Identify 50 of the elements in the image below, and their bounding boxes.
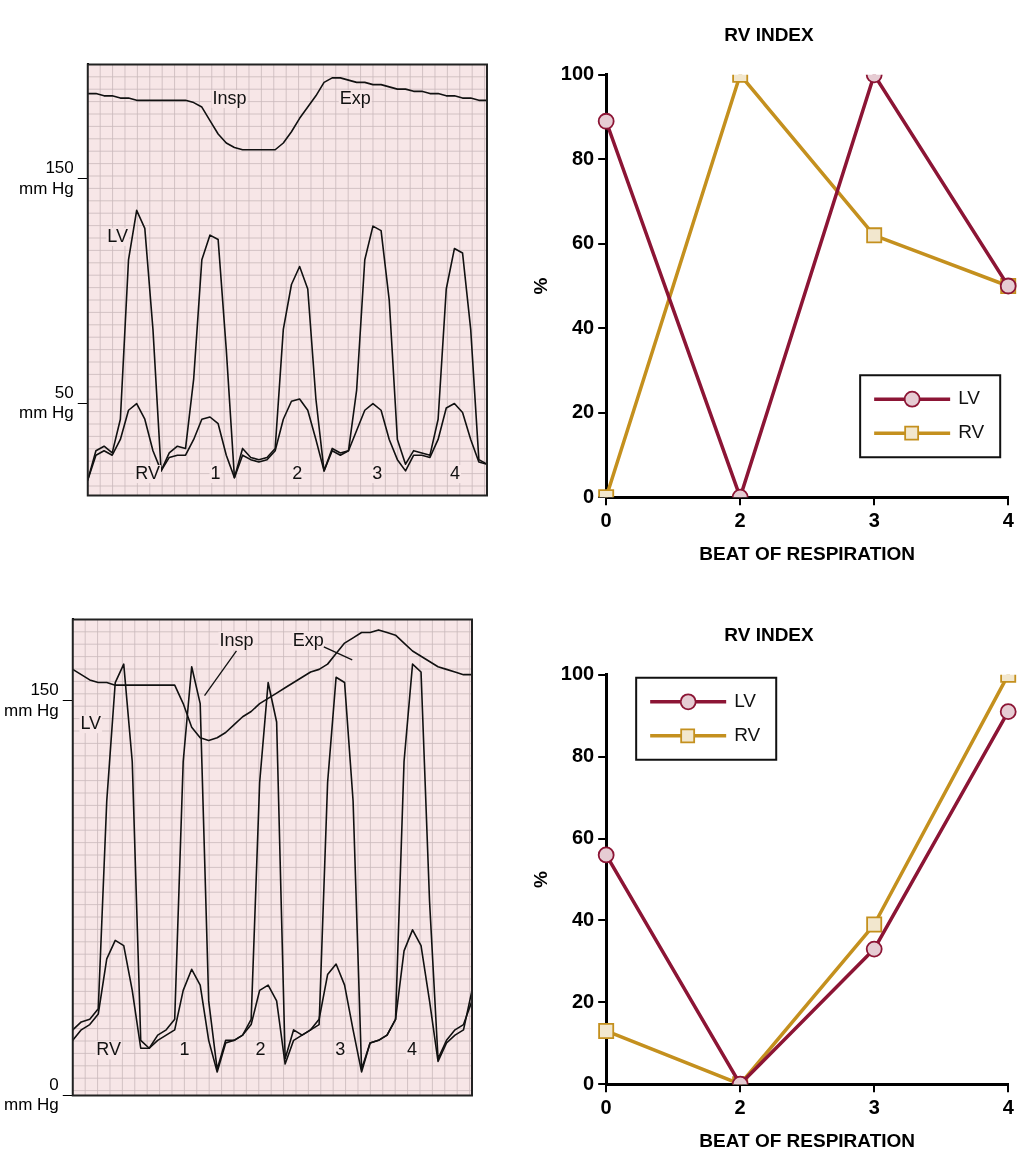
y-tick-label: 100 [560, 62, 595, 85]
y-tick-label: 100 [560, 662, 595, 685]
y-tick-label: 40 [571, 315, 595, 338]
legend-label: LV [958, 387, 981, 409]
y-tick-label: 0 [583, 484, 595, 507]
y-tick-label: 20 [571, 989, 595, 1012]
annotation: 1 [210, 463, 221, 484]
y-tick-label: 50 mm Hg [19, 383, 74, 423]
y-tick-label: 80 [571, 146, 595, 169]
annotation: 3 [372, 463, 383, 484]
y-tick-label: 0 mm Hg [4, 1075, 59, 1115]
annotation: RV [96, 1039, 122, 1060]
annotation: 2 [255, 1039, 266, 1060]
annotation: Insp [219, 629, 254, 650]
annotation: LV [80, 713, 102, 734]
annotation: 3 [335, 1039, 346, 1060]
annotation: 2 [292, 463, 303, 484]
y-tick-label: 150 mm Hg [19, 158, 74, 198]
chart-title: RV INDEX [724, 623, 815, 645]
y-tick-label: 80 [571, 744, 595, 767]
y-tick-label: 20 [571, 400, 595, 423]
legend-label: LV [734, 690, 757, 712]
x-tick-label: 0 [600, 508, 612, 531]
x-tick-label: 0 [600, 1095, 612, 1118]
y-tick-label: 60 [571, 231, 595, 254]
annotation: 1 [179, 1039, 190, 1060]
annotation: 4 [450, 463, 461, 484]
y-tick-label: 60 [571, 826, 595, 849]
legend-label: RV [734, 724, 761, 746]
x-tick-label: 3 [868, 508, 880, 531]
x-tick-label: 4 [1002, 508, 1015, 531]
y-axis-title: % [529, 870, 551, 888]
x-axis-title: BEAT OF RESPIRATION [699, 542, 916, 564]
y-tick-label: 40 [571, 907, 595, 930]
x-tick-label: 2 [734, 508, 746, 531]
x-tick-label: 3 [868, 1095, 880, 1118]
x-tick-label: 4 [1002, 1095, 1015, 1118]
y-tick-label: 150 mm Hg [4, 680, 59, 720]
annotation: Exp [292, 629, 324, 650]
x-axis-title: BEAT OF RESPIRATION [699, 1129, 916, 1151]
annotation: 4 [407, 1039, 418, 1060]
legend-label: RV [958, 421, 985, 443]
chart-title: RV INDEX [724, 23, 815, 45]
y-tick-label: 0 [583, 1071, 595, 1094]
annotation: LV [107, 225, 129, 246]
annotation: Insp [212, 87, 247, 108]
annotation: RV [135, 463, 160, 484]
annotation: Exp [339, 87, 371, 108]
x-tick-label: 2 [734, 1095, 746, 1118]
y-axis-title: % [529, 277, 551, 295]
